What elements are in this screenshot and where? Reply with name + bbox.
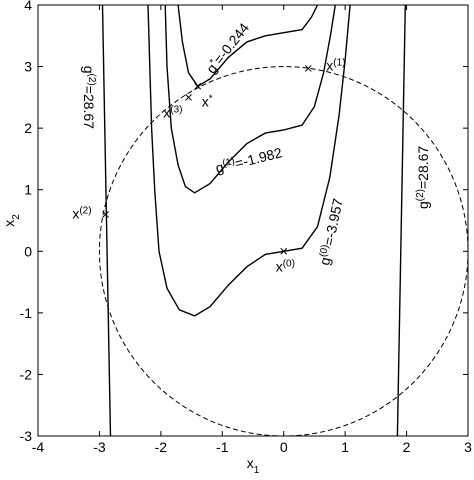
contour-label: g(2)=28.67 bbox=[81, 66, 97, 129]
y-tick-label: 3 bbox=[24, 59, 32, 75]
y-axis-label: x2​ bbox=[1, 214, 22, 227]
y-tick-label: 0 bbox=[24, 243, 32, 259]
contour-label: g(0)=-3.957 bbox=[316, 197, 346, 267]
contour-line bbox=[396, 4, 406, 437]
contour-label: g*=-0.244 bbox=[203, 20, 252, 77]
x-tick-label: -1 bbox=[216, 439, 229, 455]
point-marker bbox=[194, 82, 202, 90]
x-tick-label: 0 bbox=[280, 439, 288, 455]
x-tick-label: 3 bbox=[464, 439, 472, 455]
y-tick-label: 1 bbox=[24, 182, 32, 198]
point-marker bbox=[185, 94, 192, 101]
contour-line bbox=[101, 4, 112, 437]
point-label: x(1)​ bbox=[326, 57, 345, 73]
contour-line bbox=[164, 4, 336, 194]
contour-line bbox=[177, 4, 319, 88]
contour-label: g(1)=-1.982 bbox=[214, 144, 284, 176]
x-tick-label: -3 bbox=[93, 439, 106, 455]
point-marker bbox=[280, 247, 288, 255]
point-marker bbox=[102, 210, 109, 218]
contour-line bbox=[147, 4, 351, 317]
x-tick-label: -2 bbox=[155, 439, 168, 455]
x-axis-label: x1​ bbox=[247, 455, 260, 475]
point-label: x*​ bbox=[202, 93, 213, 109]
point-label: x(0)​ bbox=[276, 258, 295, 274]
y-tick-label: -2 bbox=[20, 366, 33, 382]
point-label: x(3)​ bbox=[163, 104, 182, 120]
contour-label: g(2)=28.67 bbox=[415, 146, 431, 209]
point-label: x(2)​ bbox=[72, 205, 91, 221]
point-marker bbox=[304, 65, 312, 72]
x-tick-label: -4 bbox=[32, 439, 45, 455]
constraint-circle bbox=[98, 66, 469, 437]
plot-frame bbox=[37, 4, 469, 437]
y-tick-label: 4 bbox=[24, 0, 32, 13]
x-tick-label: 1 bbox=[341, 439, 349, 455]
y-tick-label: -1 bbox=[20, 305, 33, 321]
y-tick-label: 2 bbox=[24, 120, 32, 136]
y-tick-label: -3 bbox=[20, 428, 33, 444]
x-tick-label: 2 bbox=[403, 439, 411, 455]
